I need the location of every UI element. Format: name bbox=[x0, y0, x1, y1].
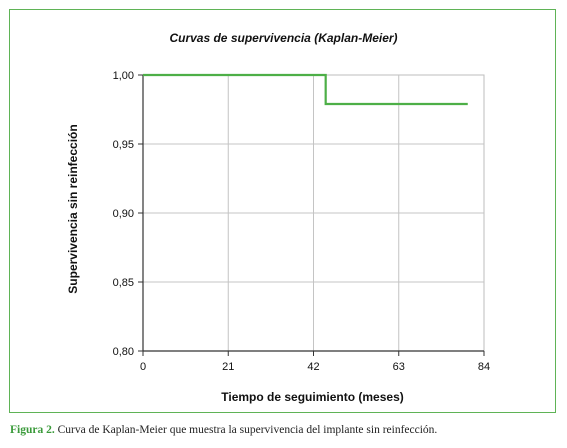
figure-frame bbox=[9, 9, 556, 413]
figure-number: Figura 2. bbox=[10, 424, 55, 436]
x-tick-label: 0 bbox=[140, 361, 146, 373]
y-tick-label: 0,85 bbox=[113, 277, 134, 289]
x-tick-label: 84 bbox=[478, 361, 490, 373]
y-tick-label: 0,95 bbox=[113, 139, 134, 151]
x-axis-label: Tiempo de seguimiento (meses) bbox=[221, 390, 404, 404]
y-tick-label: 0,80 bbox=[113, 346, 134, 358]
chart-title: Curvas de supervivencia (Kaplan-Meier) bbox=[169, 31, 398, 45]
figure-caption: Figura 2. Curva de Kaplan-Meier que mues… bbox=[10, 424, 437, 436]
y-tick-label: 1,00 bbox=[113, 70, 134, 82]
x-tick-label: 21 bbox=[222, 361, 234, 373]
y-tick-label: 0,90 bbox=[113, 208, 134, 220]
x-tick-label: 63 bbox=[393, 361, 405, 373]
survival-curve bbox=[143, 73, 468, 106]
x-tick-label: 42 bbox=[307, 361, 319, 373]
caption-text: Curva de Kaplan-Meier que muestra la sup… bbox=[54, 424, 438, 436]
y-axis-label: Supervivencia sin reinfección bbox=[66, 124, 80, 294]
